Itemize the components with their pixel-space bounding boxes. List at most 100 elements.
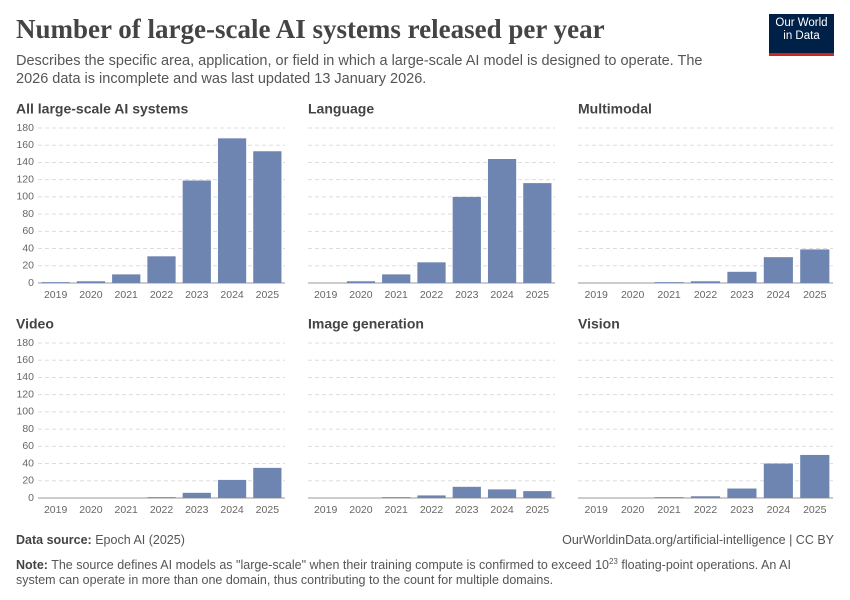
logo[interactable]: Our World in Data [769,14,834,56]
bar [182,492,211,498]
bar [217,138,247,283]
note-text: The source defines AI models as "large-s… [51,558,609,573]
title: Number of large-scale AI systems release… [16,14,605,44]
x-tick-label: 2024 [490,504,514,516]
x-tick-label: 2025 [526,289,550,301]
x-tick-label: 2019 [314,504,338,516]
x-tick-label: 2019 [44,289,68,301]
y-tick-label: 100 [16,191,34,203]
x-tick-label: 2019 [585,504,609,516]
bar [654,497,684,498]
x-tick-label: 2023 [185,504,209,516]
panel-title: Language [308,101,374,117]
x-tick-label: 2020 [349,289,373,301]
x-tick-label: 2024 [767,504,791,516]
x-tick-label: 2024 [767,289,791,301]
bar [382,497,411,498]
x-tick-label: 2022 [150,289,174,301]
subtitle: Describes the specific area, application… [16,53,703,87]
x-tick-label: 2019 [585,289,609,301]
bar [487,159,517,283]
source-label: Data source: [16,533,92,547]
bar [382,274,411,283]
x-tick-label: 2020 [79,289,103,301]
x-tick-label: 2022 [694,289,718,301]
bar [690,281,721,283]
x-tick-label: 2021 [115,504,139,516]
bar [346,281,376,283]
bar [523,491,552,498]
bar [147,256,176,283]
y-tick-label: 0 [28,492,34,504]
bar [253,151,282,283]
bar [763,463,793,498]
source: Data source: Epoch AI (2025) [16,533,185,547]
logo-line: in Data [783,30,820,42]
x-tick-label: 2021 [385,289,409,301]
y-tick-label: 120 [16,173,34,185]
x-tick-label: 2025 [256,289,280,301]
y-tick-label: 20 [22,260,34,272]
bar [217,479,247,498]
x-tick-label: 2022 [420,289,444,301]
x-tick-label: 2025 [256,504,280,516]
bar [417,495,446,498]
bar [112,274,141,283]
y-tick-label: 180 [16,337,34,349]
note-exponent: 23 [608,557,618,566]
y-tick-label: 60 [22,225,34,237]
x-tick-label: 2020 [349,504,373,516]
y-tick-label: 180 [16,122,34,134]
x-tick-label: 2023 [185,289,209,301]
x-tick-label: 2024 [220,504,244,516]
panel-title: Video [16,316,54,332]
y-tick-label: 40 [22,242,34,254]
x-tick-label: 2023 [455,289,479,301]
y-tick-label: 40 [22,457,34,469]
x-tick-label: 2020 [621,289,645,301]
y-tick-label: 120 [16,388,34,400]
y-tick-label: 160 [16,354,34,366]
x-tick-label: 2024 [490,289,514,301]
bar [800,249,830,283]
x-tick-label: 2020 [79,504,103,516]
bar [763,257,793,283]
logo-line: Our World [775,17,828,29]
bar [253,467,282,498]
panel-title: All large-scale AI systems [16,101,188,117]
source-text: Epoch AI (2025) [95,533,185,547]
note-text: floating-point operations. An AI system … [16,558,791,588]
y-tick-label: 20 [22,475,34,487]
y-tick-label: 140 [16,156,34,168]
x-tick-label: 2023 [455,504,479,516]
x-tick-label: 2021 [657,289,681,301]
panel-title: Image generation [308,316,424,332]
bar [727,488,757,498]
bar [452,486,481,498]
bar [41,282,70,283]
y-tick-label: 100 [16,406,34,418]
x-tick-label: 2025 [803,504,827,516]
y-tick-label: 160 [16,139,34,151]
y-tick-label: 0 [28,277,34,289]
y-tick-label: 80 [22,423,34,435]
x-tick-label: 2022 [420,504,444,516]
x-tick-label: 2023 [730,289,754,301]
bar [654,282,684,283]
x-tick-label: 2023 [730,504,754,516]
bar [800,454,830,498]
x-tick-label: 2019 [314,289,338,301]
bar [182,180,211,283]
y-tick-label: 140 [16,371,34,383]
bar [417,262,446,283]
panel-title: Vision [578,316,620,332]
y-tick-label: 60 [22,440,34,452]
x-tick-label: 2022 [150,504,174,516]
url[interactable]: OurWorldinData.org/artificial-intelligen… [562,533,834,547]
x-tick-label: 2022 [694,504,718,516]
x-tick-label: 2025 [803,289,827,301]
bar [523,183,552,283]
bar [76,281,106,283]
note-label: Note: [16,558,48,573]
